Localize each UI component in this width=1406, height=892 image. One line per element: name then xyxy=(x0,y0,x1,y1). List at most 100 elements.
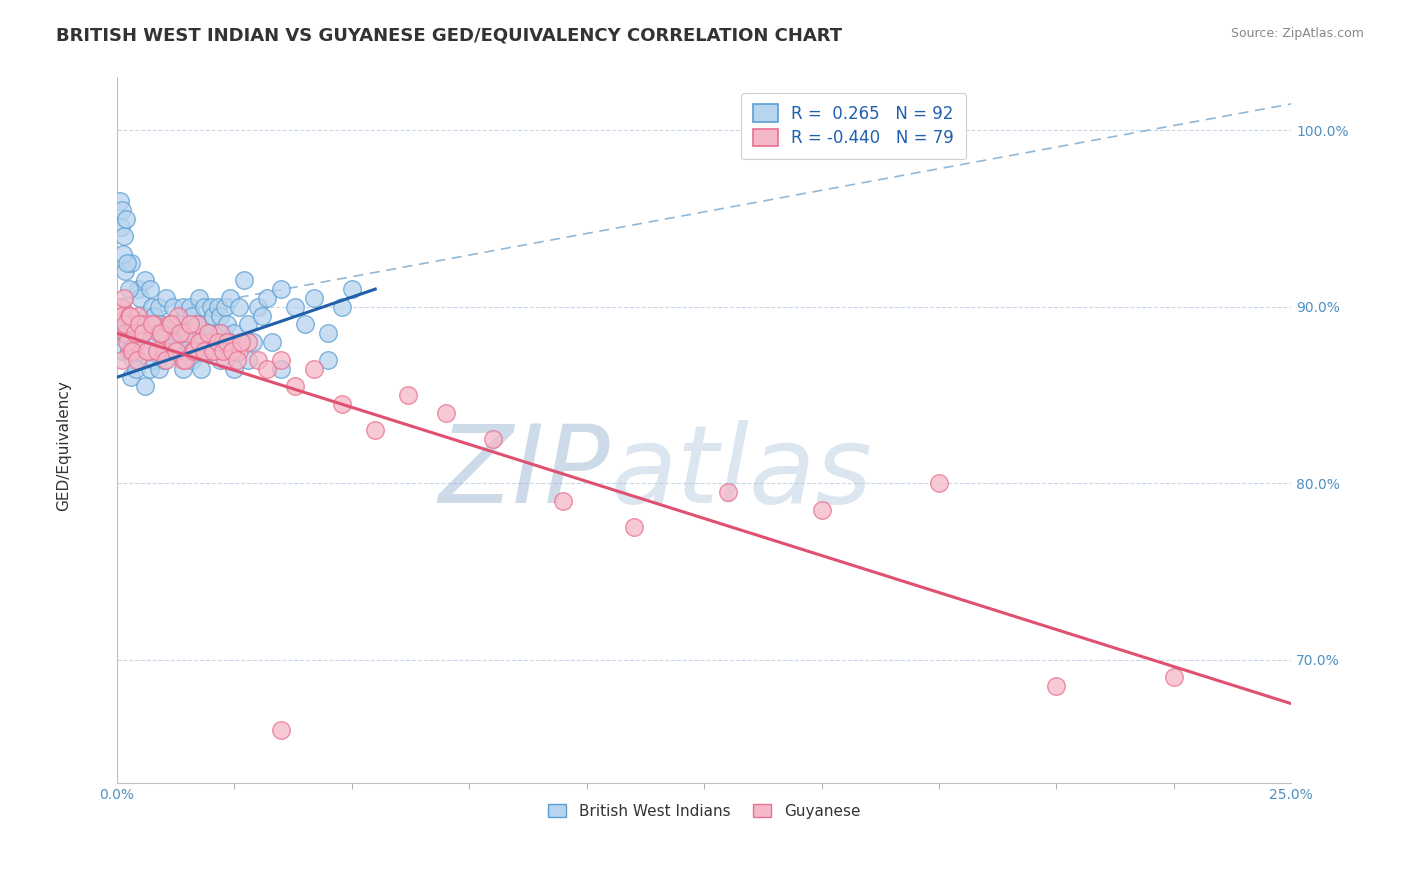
Point xyxy=(122,318,145,332)
Point xyxy=(270,282,292,296)
Point xyxy=(134,273,156,287)
Point xyxy=(112,291,135,305)
Point xyxy=(364,423,387,437)
Point xyxy=(211,343,233,358)
Point xyxy=(110,220,132,235)
Point xyxy=(217,334,239,349)
Point xyxy=(716,485,738,500)
Point xyxy=(252,309,274,323)
Point xyxy=(232,273,254,287)
Point xyxy=(209,352,232,367)
Point xyxy=(153,326,176,341)
Point xyxy=(115,326,138,341)
Point xyxy=(183,343,205,358)
Point xyxy=(169,343,191,358)
Point xyxy=(134,318,156,332)
Point xyxy=(160,318,183,332)
Point xyxy=(186,318,208,332)
Point xyxy=(129,326,152,341)
Point xyxy=(150,326,173,341)
Point xyxy=(246,300,269,314)
Point xyxy=(193,300,215,314)
Point xyxy=(330,300,353,314)
Point xyxy=(204,343,226,358)
Point xyxy=(141,300,163,314)
Point xyxy=(553,493,575,508)
Point xyxy=(340,282,363,296)
Point xyxy=(200,300,222,314)
Point xyxy=(238,334,260,349)
Text: atlas: atlas xyxy=(610,420,872,525)
Point xyxy=(120,370,142,384)
Point xyxy=(316,352,339,367)
Point xyxy=(218,291,240,305)
Point xyxy=(165,343,187,358)
Point xyxy=(174,352,197,367)
Point xyxy=(209,326,232,341)
Point xyxy=(150,318,173,332)
Point xyxy=(143,309,166,323)
Point xyxy=(330,397,353,411)
Point xyxy=(129,343,152,358)
Point xyxy=(143,318,166,332)
Point xyxy=(155,352,177,367)
Text: GED/Equivalency: GED/Equivalency xyxy=(56,381,70,511)
Point xyxy=(136,309,159,323)
Point xyxy=(211,326,233,341)
Point xyxy=(139,343,162,358)
Point xyxy=(190,326,212,341)
Point xyxy=(202,309,225,323)
Point xyxy=(162,343,184,358)
Point xyxy=(434,406,457,420)
Point xyxy=(270,723,292,738)
Point xyxy=(224,361,246,376)
Point xyxy=(207,300,229,314)
Point xyxy=(131,326,153,341)
Point xyxy=(200,334,222,349)
Point xyxy=(217,318,239,332)
Point xyxy=(131,326,153,341)
Point xyxy=(190,361,212,376)
Point xyxy=(260,334,283,349)
Point xyxy=(270,361,292,376)
Point xyxy=(127,282,149,296)
Point xyxy=(160,318,183,332)
Point xyxy=(141,318,163,332)
Point xyxy=(127,309,149,323)
Point xyxy=(224,326,246,341)
Point xyxy=(110,343,132,358)
Point xyxy=(302,361,325,376)
Point xyxy=(136,343,159,358)
Point xyxy=(110,300,132,314)
Point xyxy=(197,326,219,341)
Point xyxy=(928,476,950,491)
Point xyxy=(148,300,170,314)
Point xyxy=(153,343,176,358)
Point xyxy=(112,326,135,341)
Point xyxy=(193,343,215,358)
Point xyxy=(115,255,138,269)
Point xyxy=(118,309,141,323)
Point xyxy=(169,326,191,341)
Point xyxy=(143,352,166,367)
Text: Source: ZipAtlas.com: Source: ZipAtlas.com xyxy=(1230,27,1364,40)
Point xyxy=(129,291,152,305)
Point xyxy=(214,300,236,314)
Point xyxy=(172,352,194,367)
Point xyxy=(120,343,142,358)
Point xyxy=(256,291,278,305)
Point xyxy=(120,255,142,269)
Point xyxy=(124,334,146,349)
Point xyxy=(256,361,278,376)
Point xyxy=(197,326,219,341)
Point xyxy=(481,432,503,446)
Point xyxy=(242,334,264,349)
Point xyxy=(181,309,204,323)
Point xyxy=(204,334,226,349)
Point xyxy=(246,352,269,367)
Text: ZIP: ZIP xyxy=(439,420,610,525)
Point xyxy=(186,318,208,332)
Point xyxy=(110,352,132,367)
Point xyxy=(190,334,212,349)
Point xyxy=(176,326,198,341)
